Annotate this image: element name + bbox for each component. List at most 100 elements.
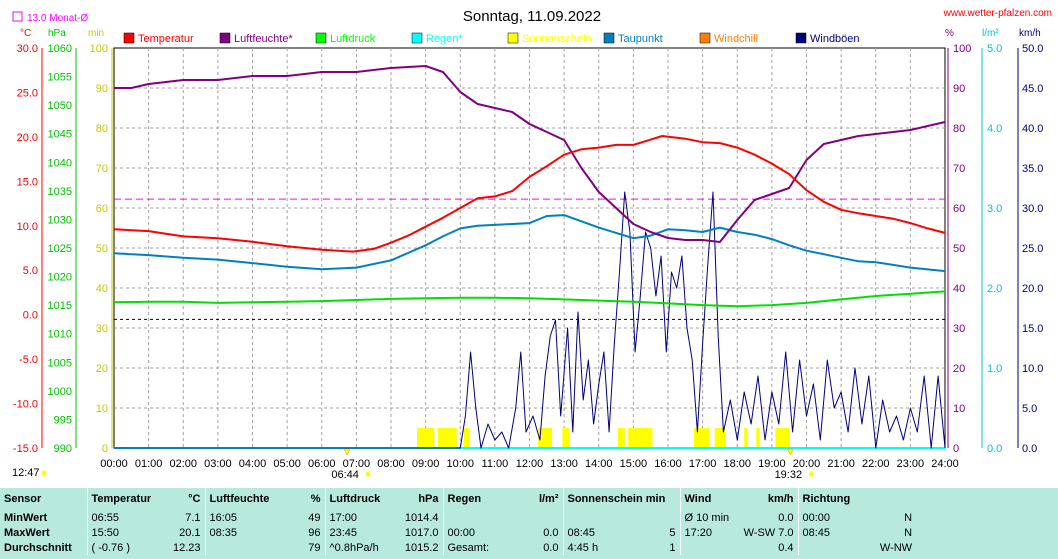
wind-value: 0.4 <box>778 541 794 554</box>
minutes-tick-label: 70 <box>96 163 108 175</box>
minutes-tick-label: 20 <box>96 363 108 375</box>
header-wind-unit: km/h <box>767 493 794 505</box>
header-wind: Wind <box>679 488 731 510</box>
header-pressure: Luftdruck <box>324 488 391 510</box>
minutes-tick-label: 0 <box>102 443 108 455</box>
daylength-label: 12:47 <box>12 467 40 479</box>
wind-tick-label: 50.0 <box>1022 43 1043 55</box>
temperature-tick-label: 10.0 <box>17 221 38 233</box>
x-tick-label: 23:00 <box>897 458 925 470</box>
temp-value: 7.1 <box>185 511 201 524</box>
x-tick-label: 06:00 <box>308 458 336 470</box>
hum-value: 96 <box>308 526 321 539</box>
wind-tick-label: 20.0 <box>1022 283 1043 295</box>
temperature-tick-label: 0.0 <box>23 310 38 322</box>
header-direction: Richtung <box>797 488 917 510</box>
stats-row-average: Durchschnitt ( -0.76 ) 12.23 79 ^0.8hPa/… <box>0 540 916 555</box>
pressure-line <box>113 290 946 308</box>
x-tick-label: 24:00 <box>931 458 959 470</box>
humidity-tick-label: 80 <box>953 123 965 135</box>
press-value: 1015.2 <box>404 541 439 554</box>
rain-time: 00:00 <box>442 525 501 540</box>
rain-tick-label: 5.0 <box>987 43 1002 55</box>
pressure-tick-label: 995 <box>54 414 72 426</box>
press-time: 17:00 <box>324 510 391 525</box>
sunshine-bar <box>617 428 625 448</box>
pressure-tick-label: 1015 <box>48 300 72 312</box>
hum-time: 08:35 <box>204 525 275 540</box>
header-rain: Regen <box>442 488 501 510</box>
minutes-tick-label: 50 <box>96 243 108 255</box>
sunshine-bar <box>744 428 748 448</box>
humidity-tick-label: 50 <box>953 243 965 255</box>
x-tick-label: 22:00 <box>862 458 890 470</box>
humidity-tick-label: 40 <box>953 283 965 295</box>
dir-value: W-NW <box>879 541 913 554</box>
dir-time: 08:45 <box>797 525 847 540</box>
chart-svg: Sonntag, 11.09.2022 www.wetter-pfalzen.c… <box>12 8 1052 481</box>
rain-time: Gesamt: <box>442 540 501 555</box>
press-time: ^0.8hPa/h <box>324 540 391 555</box>
press-time: 23:45 <box>324 525 391 540</box>
header-rain-unit: l/m² <box>538 493 559 505</box>
x-tick-label: 00:00 <box>100 458 128 470</box>
rain-value: 0.0 <box>543 526 559 539</box>
x-tick-label: 13:00 <box>550 458 578 470</box>
sunshine-bar <box>693 428 710 448</box>
humidity-tick-label: 10 <box>953 403 965 415</box>
sunshine-bar <box>541 428 553 448</box>
sunshine-bar <box>714 428 726 448</box>
sun-time: 4:45 h <box>562 540 621 555</box>
legend-swatch <box>795 32 807 44</box>
header-sunshine: Sonnenschein min <box>562 488 681 510</box>
grid <box>113 47 946 449</box>
legend: Temperatur Luftfeuchte* Luftdruck Regen* Son… <box>123 32 860 45</box>
sun-time <box>562 510 621 525</box>
wind-time: Ø 10 min. <box>679 510 731 525</box>
wind-value: 0.0 <box>778 511 794 524</box>
pressure-tick-label: 1035 <box>48 186 72 198</box>
pressure-tick-label: 1040 <box>48 157 72 169</box>
unit-humidity: % <box>945 28 954 39</box>
header-humidity-unit: % <box>310 493 321 505</box>
hum-time: 16:05 <box>204 510 275 525</box>
x-tick-label: 11:00 <box>482 458 509 470</box>
temperature-tick-label: -10.0 <box>13 399 38 411</box>
header-temperature: Temperatur <box>86 488 155 510</box>
row-label: MinWert <box>4 511 48 524</box>
x-tick-label: 16:00 <box>654 458 682 470</box>
temp-value: 12.23 <box>172 541 201 554</box>
gusts-line <box>114 191 946 449</box>
sunrise-label: 06:44 <box>331 469 359 481</box>
humidity-tick-label: 20 <box>953 363 965 375</box>
sunshine-bar <box>775 428 790 448</box>
chart-title: Sonntag, 11.09.2022 <box>463 8 601 25</box>
legend-swatch <box>699 32 711 44</box>
legend-label: Regen* <box>426 33 463 45</box>
temperature-tick-label: 25.0 <box>17 87 38 99</box>
temperature-tick-label: -15.0 <box>13 443 38 455</box>
month-avg-label: 13.0 Monat-Ø <box>27 13 88 24</box>
pressure-tick-label: 1055 <box>48 72 72 84</box>
pressure-tick-label: 1010 <box>48 329 72 341</box>
sun-value: 1 <box>669 541 676 554</box>
unit-rain: l/m² <box>982 28 999 39</box>
temperature-tick-label: 5.0 <box>23 265 38 277</box>
x-tick-label: 08:00 <box>377 458 405 470</box>
temperature-tick-label: -5.0 <box>19 354 38 366</box>
x-tick-label: 18:00 <box>723 458 751 470</box>
stats-table: Sensor Temperatur °C Luftfeuchte % Luftd… <box>0 488 917 555</box>
pressure-tick-label: 1020 <box>48 272 72 284</box>
minutes-tick-label: 30 <box>96 323 108 335</box>
dir-time <box>797 540 847 555</box>
header-sensor: Sensor <box>4 493 42 505</box>
pressure-tick-label: 1030 <box>48 214 72 226</box>
x-tick-label: 10:00 <box>446 458 474 470</box>
legend-swatch <box>411 32 423 44</box>
stats-panel: Sensor Temperatur °C Luftfeuchte % Luftd… <box>0 488 1058 559</box>
sunset-marker <box>786 448 794 456</box>
rain-tick-label: 1.0 <box>987 363 1002 375</box>
sunshine-bar <box>416 428 435 448</box>
x-tick-label: 01:00 <box>135 458 163 470</box>
source-link[interactable]: www.wetter-pfalzen.com <box>943 8 1052 19</box>
